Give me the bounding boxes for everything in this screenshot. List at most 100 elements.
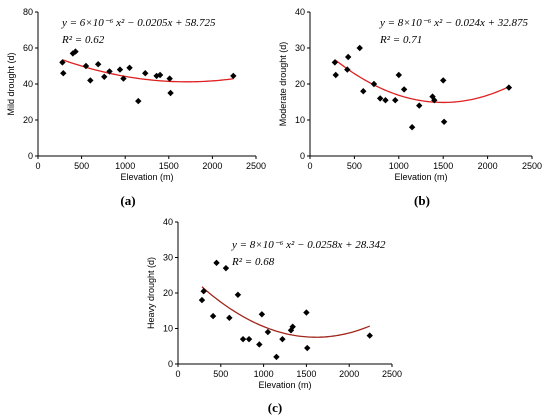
regression-equation: y = 8×10⁻⁶ x² − 0.024x + 32.875 <box>379 17 529 29</box>
x-tick-label: 2000 <box>202 161 222 171</box>
data-point <box>106 68 113 75</box>
data-point <box>153 72 160 80</box>
y-tick-label: 0 <box>300 151 305 161</box>
r-squared-label: R² = 0.62 <box>61 34 105 46</box>
x-axis-label: Elevation (m) <box>120 172 173 182</box>
data-point <box>239 335 247 343</box>
data-point <box>142 70 149 77</box>
x-tick-label: 0 <box>307 161 312 171</box>
data-point <box>213 259 220 267</box>
x-tick-label: 2500 <box>246 161 266 171</box>
x-tick-label: 0 <box>175 369 180 379</box>
data-point <box>356 44 363 52</box>
y-tick-label: 20 <box>295 79 305 89</box>
y-tick-label: 80 <box>23 7 33 17</box>
data-point <box>392 97 399 104</box>
y-tick-label: 40 <box>23 79 33 89</box>
x-tick-label: 2000 <box>339 369 359 379</box>
x-tick-label: 500 <box>347 161 362 171</box>
x-tick-label: 2000 <box>478 161 498 171</box>
x-tick-label: 1000 <box>254 369 274 379</box>
x-tick-label: 1500 <box>296 369 316 379</box>
data-point <box>82 62 90 70</box>
data-point <box>200 288 207 295</box>
data-point <box>332 71 339 79</box>
panel-c: 0 500 1000 1500 2000 2500 0 10 20 30 40 Elevation (… <box>146 217 402 415</box>
data-point <box>440 77 447 84</box>
data-point <box>87 77 94 84</box>
x-tick-label: 500 <box>213 369 228 379</box>
data-point <box>366 332 373 339</box>
x-tick-label: 2500 <box>522 161 542 171</box>
data-point <box>198 296 206 304</box>
y-axis-label: Mild drought (d) <box>6 52 16 115</box>
data-point <box>344 53 352 61</box>
data-point <box>370 80 378 88</box>
y-tick-label: 20 <box>163 288 173 298</box>
data-point <box>395 71 402 79</box>
data-point <box>416 102 423 109</box>
data-point <box>264 328 272 336</box>
regression-equation: y = 6×10⁻⁶ x² − 0.0205x + 58.725 <box>61 17 216 29</box>
trend-curve <box>334 59 510 104</box>
r-squared-label: R² = 0.68 <box>231 256 275 268</box>
regression-equation: y = 8×10⁻⁶ x² − 0.0258x + 28.342 <box>231 239 386 251</box>
data-point <box>60 70 67 77</box>
data-point <box>69 50 77 57</box>
panel-b: 0 500 1000 1500 2000 2500 0 10 20 30 40 Elevation (… <box>278 7 542 208</box>
data-point <box>166 75 173 82</box>
panel-label: (b) <box>414 193 430 208</box>
data-point <box>116 66 124 73</box>
data-point <box>256 341 263 348</box>
data-point <box>279 335 286 343</box>
y-tick-label: 40 <box>295 7 305 17</box>
data-point <box>344 66 351 73</box>
data-point <box>226 314 233 322</box>
y-axis-label: Heavy drought (d) <box>146 257 156 329</box>
y-tick-label: 20 <box>23 115 33 125</box>
trend-curve <box>201 286 370 338</box>
data-point <box>431 97 438 104</box>
y-axis-label: Moderate drought (d) <box>278 42 288 127</box>
data-point <box>505 84 513 91</box>
y-tick-label: 0 <box>168 359 173 369</box>
x-tick-label: 2500 <box>382 369 402 379</box>
y-tick-label: 10 <box>163 324 173 334</box>
trend-curve <box>62 59 234 83</box>
data-point <box>126 64 133 71</box>
panel-a: 0 500 1000 1500 2000 2500 0 20 40 60 80 Elevation (… <box>6 7 266 208</box>
data-point <box>230 72 237 80</box>
x-tick-label: 1500 <box>159 161 179 171</box>
data-point <box>222 264 230 272</box>
panel-label: (a) <box>120 193 135 208</box>
data-point <box>408 124 416 131</box>
x-tick-label: 1000 <box>389 161 409 171</box>
data-point <box>234 291 242 298</box>
data-point <box>72 48 79 55</box>
panel-label: (c) <box>268 400 282 415</box>
x-tick-label: 0 <box>35 161 40 171</box>
r-squared-label: R² = 0.71 <box>379 34 422 46</box>
data-point <box>156 71 164 79</box>
data-point <box>382 97 389 104</box>
data-point <box>304 344 311 352</box>
data-point <box>400 86 408 93</box>
x-axis-label: Elevation (m) <box>258 380 311 390</box>
data-point <box>303 309 310 316</box>
y-tick-label: 40 <box>163 217 173 227</box>
data-point <box>258 311 266 318</box>
x-tick-label: 500 <box>74 161 89 171</box>
data-point <box>101 73 108 80</box>
y-tick-label: 10 <box>295 115 305 125</box>
y-tick-label: 30 <box>163 253 173 263</box>
data-point <box>360 88 367 95</box>
y-tick-label: 30 <box>295 43 305 53</box>
data-point <box>440 118 448 125</box>
data-point <box>376 95 384 102</box>
data-point <box>94 61 102 68</box>
data-point <box>289 323 296 330</box>
data-point <box>273 353 280 361</box>
data-point <box>120 75 127 82</box>
data-point <box>135 97 142 105</box>
